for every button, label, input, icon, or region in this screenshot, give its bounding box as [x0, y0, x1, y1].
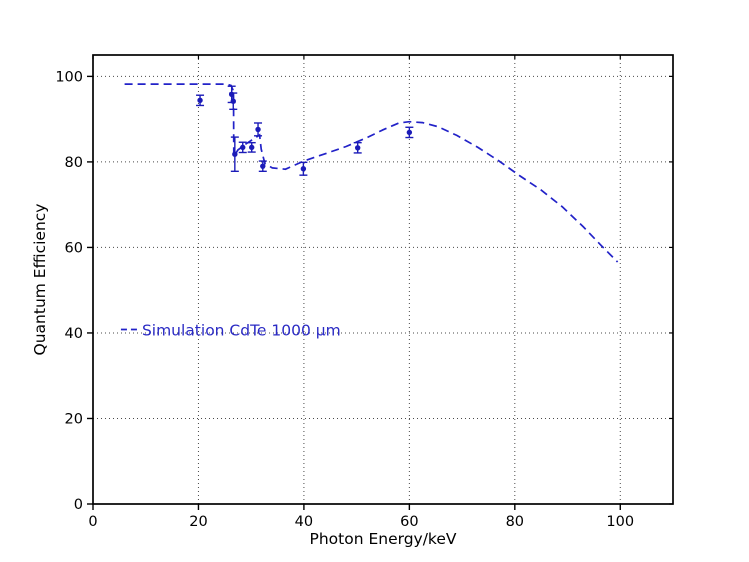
y-tick-label: 80 [65, 155, 83, 171]
data-point [238, 141, 247, 154]
x-tick-label: 80 [506, 514, 524, 530]
y-tick-label: 0 [74, 497, 83, 513]
simulation-curve [124, 83, 619, 263]
data-point [247, 141, 256, 153]
plot-frame [92, 54, 674, 505]
data-point [229, 92, 238, 111]
axis-ticks [87, 55, 673, 510]
y-tick-label: 40 [65, 326, 83, 342]
y-tick-label: 20 [65, 411, 83, 427]
x-axis-label: Photon Energy/keV [309, 530, 456, 548]
x-tick-label: 0 [88, 514, 97, 530]
legend-label: Simulation CdTe 1000 μm [142, 322, 341, 340]
measurement-points [196, 85, 414, 176]
data-point [258, 160, 267, 173]
y-axis-label: Quantum Efficiency [31, 204, 49, 356]
data-point [353, 141, 362, 154]
data-point [196, 94, 205, 107]
x-tick-label: 100 [606, 514, 634, 530]
data-point [405, 126, 414, 139]
gridlines [93, 55, 673, 504]
data-point [254, 122, 263, 137]
data-point [230, 136, 239, 173]
x-tick-label: 40 [295, 514, 313, 530]
x-tick-label: 20 [189, 514, 207, 530]
y-tick-labels: 0 20 40 60 80 100 [55, 69, 83, 513]
y-tick-label: 60 [65, 240, 83, 256]
x-tick-labels: 0 20 40 60 80 100 [88, 514, 634, 530]
legend: Simulation CdTe 1000 μm [120, 322, 341, 340]
x-tick-label: 60 [400, 514, 418, 530]
y-tick-label: 100 [55, 69, 83, 85]
data-point [299, 161, 308, 176]
